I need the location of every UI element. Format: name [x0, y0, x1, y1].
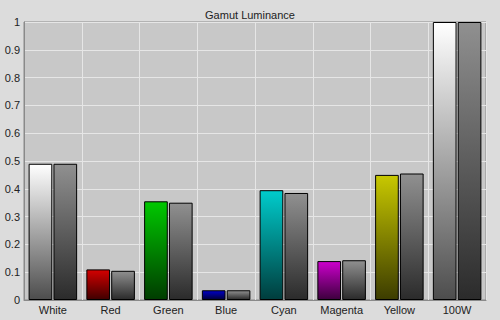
svg-text:0.3: 0.3	[5, 211, 20, 223]
svg-text:0.7: 0.7	[5, 99, 20, 111]
svg-text:Green: Green	[153, 304, 184, 316]
svg-text:1: 1	[14, 16, 20, 28]
svg-text:Cyan: Cyan	[271, 304, 297, 316]
svg-text:100W: 100W	[443, 304, 472, 316]
svg-text:Blue: Blue	[215, 304, 237, 316]
svg-text:0.2: 0.2	[5, 238, 20, 250]
svg-text:Red: Red	[101, 304, 121, 316]
svg-text:0.1: 0.1	[5, 266, 20, 278]
svg-text:0: 0	[14, 294, 20, 306]
svg-text:Magenta: Magenta	[320, 304, 364, 316]
svg-text:0.6: 0.6	[5, 127, 20, 139]
svg-text:Gamut Luminance: Gamut Luminance	[205, 9, 295, 21]
svg-text:0.9: 0.9	[5, 44, 20, 56]
svg-text:0.5: 0.5	[5, 155, 20, 167]
svg-text:0.4: 0.4	[5, 183, 20, 195]
svg-text:0.8: 0.8	[5, 72, 20, 84]
svg-text:Yellow: Yellow	[384, 304, 415, 316]
svg-text:White: White	[39, 304, 67, 316]
